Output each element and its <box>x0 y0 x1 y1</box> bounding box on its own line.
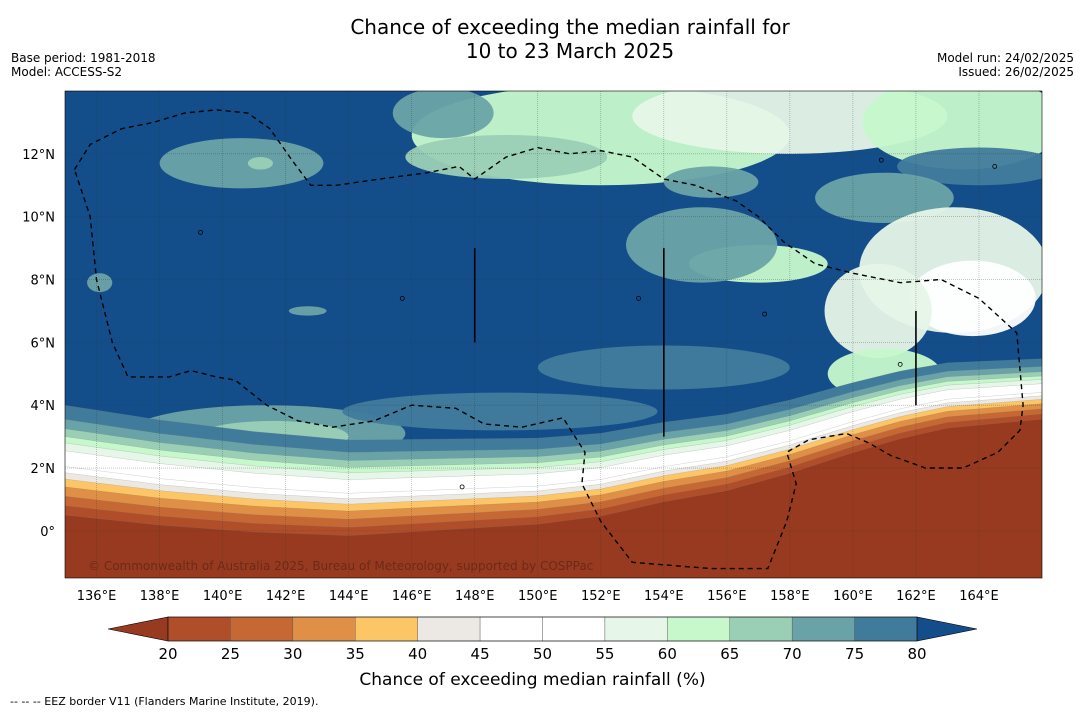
lat-tick-label: 4°N <box>31 399 56 414</box>
field-blob-4 <box>392 91 494 139</box>
lon-tick-label: 152°E <box>581 589 621 604</box>
colorbar-tick-label: 50 <box>533 645 552 663</box>
field-blob-9 <box>824 263 932 359</box>
field-blob-21 <box>87 273 113 293</box>
colorbar-bin-65 <box>729 616 793 642</box>
colorbar-extend-low <box>107 616 169 642</box>
island-outline <box>459 484 465 490</box>
base-period-label: Base period: 1981-2018 <box>11 51 156 65</box>
lat-tick-label: 6°N <box>31 336 56 351</box>
lon-tick-label: 148°E <box>455 589 495 604</box>
lon-tick-label: 146°E <box>392 589 432 604</box>
field-blob-5 <box>897 147 1042 186</box>
eez-legend-note: -- -- -- EEZ border V11 (Flanders Marine… <box>10 695 319 708</box>
colorbar-tick-label: 45 <box>471 645 490 663</box>
island-outline <box>878 157 884 163</box>
island-outline <box>636 295 641 301</box>
eez-border-line <box>73 109 1024 570</box>
map-field: © Commonwealth of Australia 2025, Bureau… <box>65 91 1042 578</box>
field-band-12 <box>65 418 1042 578</box>
island-outline <box>198 229 203 235</box>
colorbar-tick-label: 30 <box>283 645 302 663</box>
colorbar-bin-35 <box>355 616 418 642</box>
field-blob-13 <box>159 138 324 189</box>
lon-tick-label: 154°E <box>644 589 684 604</box>
colorbar-tick-label: 60 <box>658 645 677 663</box>
field-blob-6 <box>815 172 954 223</box>
colorbar-tick-label: 25 <box>221 645 240 663</box>
lat-tick-label: 2°N <box>31 462 56 477</box>
field-blob-8 <box>909 260 1036 337</box>
field-blob-14 <box>247 156 274 170</box>
colorbar-tick-label: 70 <box>783 645 802 663</box>
island-outline <box>399 295 405 301</box>
field-blob-20 <box>288 306 327 316</box>
colorbar-bin-60 <box>667 616 730 642</box>
lon-tick-label: 164°E <box>959 589 999 604</box>
colorbar-tick-label: 40 <box>408 645 427 663</box>
lat-tick-label: 8°N <box>31 274 56 289</box>
map-title: Chance of exceeding the median rainfall … <box>270 15 870 63</box>
colorbar-tick-label: 35 <box>346 645 365 663</box>
field-blob-22 <box>663 166 759 198</box>
colorbar-bin-25 <box>230 616 294 642</box>
field-blob-11 <box>625 207 778 283</box>
colorbar-bin-30 <box>292 616 356 642</box>
lat-tick-label: 12°N <box>22 148 55 163</box>
colorbar-tick-label: 55 <box>595 645 614 663</box>
colorbar-frame <box>167 616 918 642</box>
colorbar-bin-20 <box>167 616 231 642</box>
copyright-text: © Commonwealth of Australia 2025, Bureau… <box>88 559 593 573</box>
colorbar-bin-75 <box>854 616 918 642</box>
lon-tick-label: 138°E <box>140 589 180 604</box>
island-outline <box>992 164 998 169</box>
lon-tick-label: 136°E <box>77 589 117 604</box>
lon-tick-label: 144°E <box>329 589 369 604</box>
colorbar-extend-high <box>916 616 978 642</box>
colorbar-bin-45 <box>479 616 543 642</box>
issued-label: Issued: 26/02/2025 <box>958 65 1074 79</box>
model-label: Model: ACCESS-S2 <box>11 65 123 79</box>
island-outline <box>762 311 768 317</box>
field-blob-19 <box>342 392 658 431</box>
colorbar-bin-40 <box>417 616 481 642</box>
map-frame <box>64 90 1043 579</box>
lon-tick-label: 142°E <box>266 589 306 604</box>
colorbar-title: Chance of exceeding median rainfall (%) <box>359 670 705 690</box>
lon-tick-label: 150°E <box>518 589 558 604</box>
colorbar-tick-label: 65 <box>720 645 739 663</box>
lat-tick-label: 10°N <box>22 211 55 226</box>
lon-tick-label: 156°E <box>707 589 747 604</box>
map-title-line-2: 10 to 23 March 2025 <box>465 39 675 63</box>
colorbar-tick-label: 80 <box>907 645 926 663</box>
colorbar-bin-55 <box>604 616 668 642</box>
map-title-line-1: Chance of exceeding the median rainfall … <box>350 15 790 39</box>
island-outline <box>897 361 903 367</box>
lat-tick-label: 0° <box>40 525 55 540</box>
colorbar-bin-50 <box>542 616 606 642</box>
model-run-label: Model run: 24/02/2025 <box>936 51 1074 65</box>
meta-left: Base period: 1981-2018 Model: ACCESS-S2 <box>11 51 156 79</box>
lon-tick-label: 162°E <box>896 589 936 604</box>
lon-tick-label: 158°E <box>770 589 810 604</box>
lon-tick-label: 140°E <box>203 589 243 604</box>
lon-tick-label: 160°E <box>833 589 873 604</box>
colorbar-tick-label: 20 <box>158 645 177 663</box>
colorbar: 20 25 30 35 40 45 50 55 60 65 70 75 80 Chance of exce… <box>107 616 978 690</box>
meta-right: Model run: 24/02/2025 Issued: 26/02/2025 <box>937 51 1074 79</box>
colorbar-bin-70 <box>791 616 855 642</box>
colorbar-tick-label: 75 <box>845 645 864 663</box>
